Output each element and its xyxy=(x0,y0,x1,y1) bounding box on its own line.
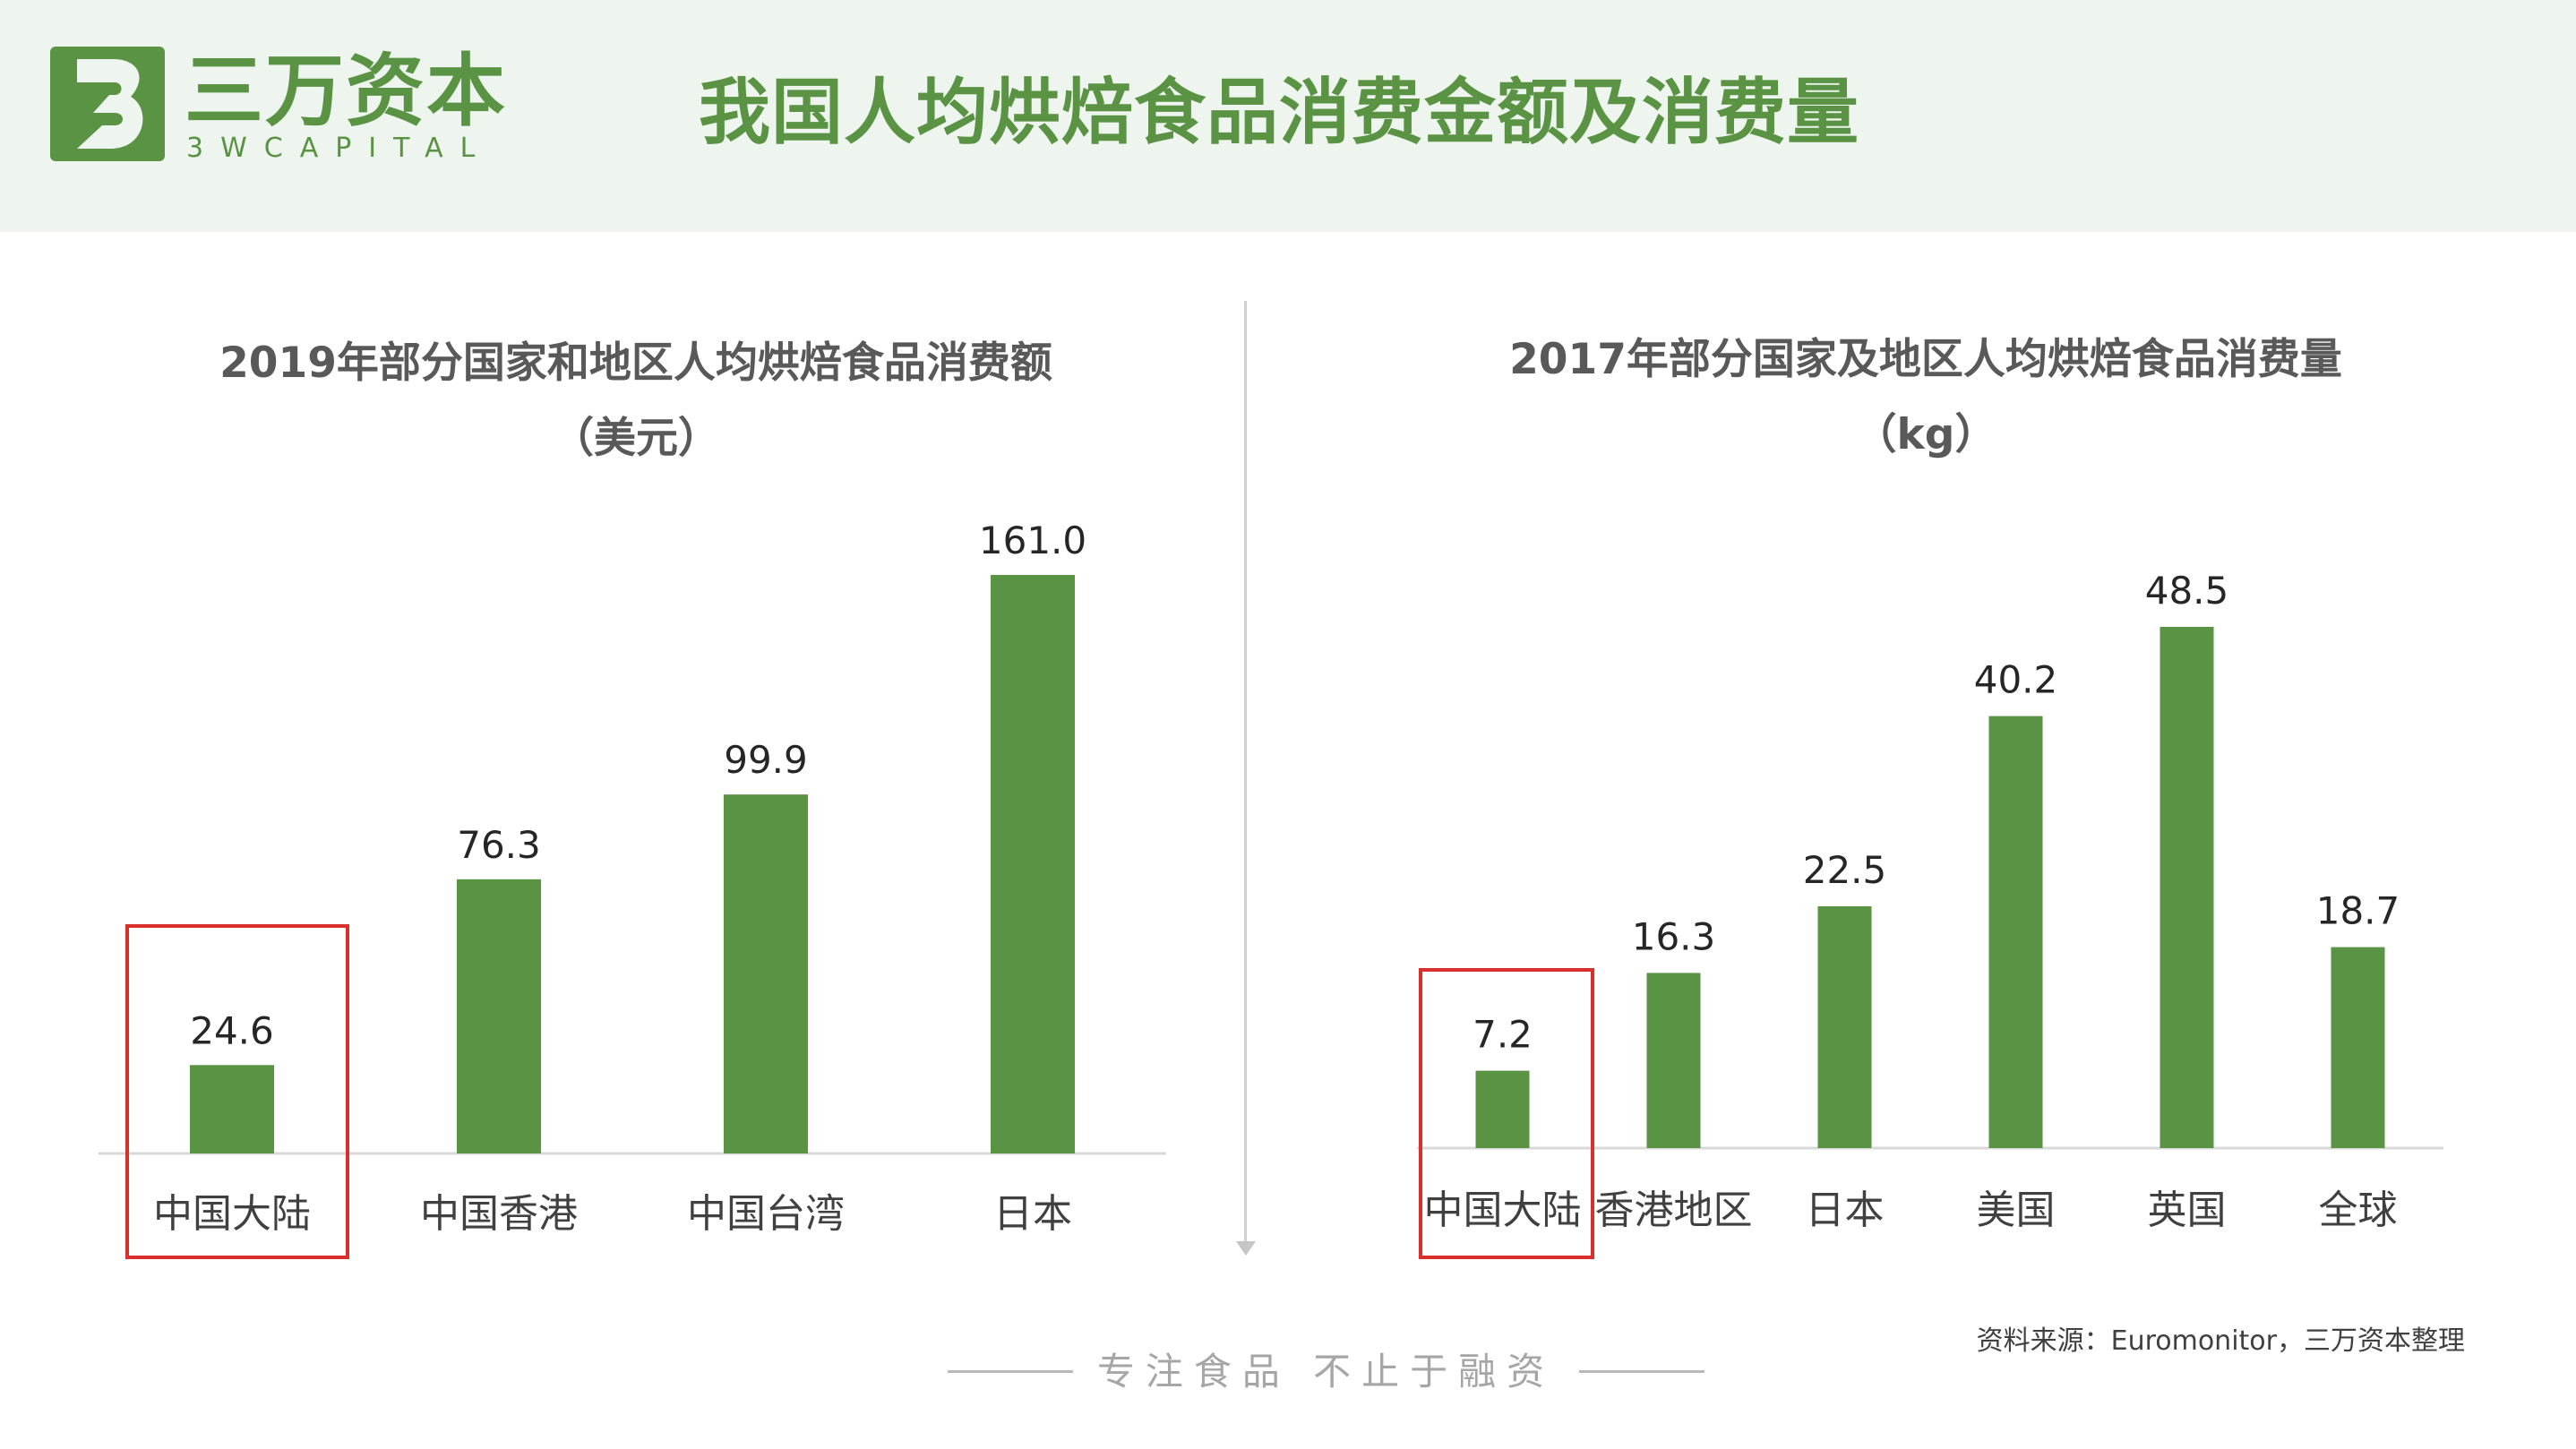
bar xyxy=(724,794,808,1153)
category-label: 香港地区 xyxy=(1595,1187,1753,1233)
source-note: 资料来源：Euromonitor，三万资本整理 xyxy=(1976,1325,2465,1357)
bar xyxy=(1475,1070,1530,1148)
data-label: 24.6 xyxy=(190,1008,274,1052)
bar xyxy=(2331,947,2385,1148)
data-label: 161.0 xyxy=(979,519,1086,562)
brand-name-cn: 三万资本 xyxy=(185,45,508,137)
bar xyxy=(2160,627,2214,1148)
category-label: 中国大陆 xyxy=(1424,1187,1582,1233)
data-label: 76.3 xyxy=(457,823,541,867)
data-label: 18.7 xyxy=(2316,889,2400,933)
center-divider xyxy=(1244,301,1247,1245)
data-label: 7.2 xyxy=(1473,1013,1533,1057)
brand-name-en: 3WCAPITAL xyxy=(186,133,493,164)
category-label: 日本 xyxy=(1806,1187,1885,1233)
chart2-title: 2017年部分国家及地区人均烘焙食品消费量 xyxy=(1509,335,2342,384)
bar xyxy=(190,1065,274,1153)
chart2-unit: （kg） xyxy=(1854,410,1997,459)
header-band: 三万资本 3WCAPITAL 我国人均烘焙食品消费金额及消费量 xyxy=(0,0,2576,232)
data-label: 99.9 xyxy=(724,738,808,782)
chart1-highlight-box xyxy=(125,924,349,1259)
slogan-rule-right xyxy=(1579,1370,1704,1373)
data-label: 22.5 xyxy=(1803,848,1887,892)
footer-slogan: 专注食品 不止于融资 xyxy=(1096,1350,1556,1393)
chart1-title: 2019年部分国家和地区人均烘焙食品消费额 xyxy=(219,339,1052,388)
slogan-rule-left xyxy=(948,1370,1073,1373)
three-w-capital-logo-mark-icon xyxy=(50,47,165,161)
data-label: 48.5 xyxy=(2145,569,2229,613)
category-label: 中国台湾 xyxy=(687,1191,845,1237)
category-label: 日本 xyxy=(993,1191,1072,1237)
brand-logo: 三万资本 3WCAPITAL xyxy=(50,47,505,168)
category-label: 中国香港 xyxy=(420,1191,578,1237)
chart1-unit: （美元） xyxy=(552,414,720,463)
divider-arrow-icon xyxy=(1236,1241,1256,1256)
bar xyxy=(1988,716,2043,1148)
category-label: 英国 xyxy=(2148,1187,2227,1233)
bar xyxy=(991,575,1075,1153)
bar xyxy=(1646,973,1701,1148)
page-title: 我国人均烘焙食品消费金额及消费量 xyxy=(699,71,1859,154)
footer-slogan-group: 专注食品 不止于融资 xyxy=(948,1345,1704,1399)
bar xyxy=(457,879,541,1153)
category-label: 全球 xyxy=(2319,1187,2398,1233)
chart2-highlight-box xyxy=(1419,968,1594,1259)
data-label: 40.2 xyxy=(1974,658,2058,702)
data-label: 16.3 xyxy=(1632,914,1716,958)
category-label: 中国大陆 xyxy=(153,1191,311,1237)
category-label: 美国 xyxy=(1977,1187,2056,1233)
bar xyxy=(1817,906,1872,1148)
